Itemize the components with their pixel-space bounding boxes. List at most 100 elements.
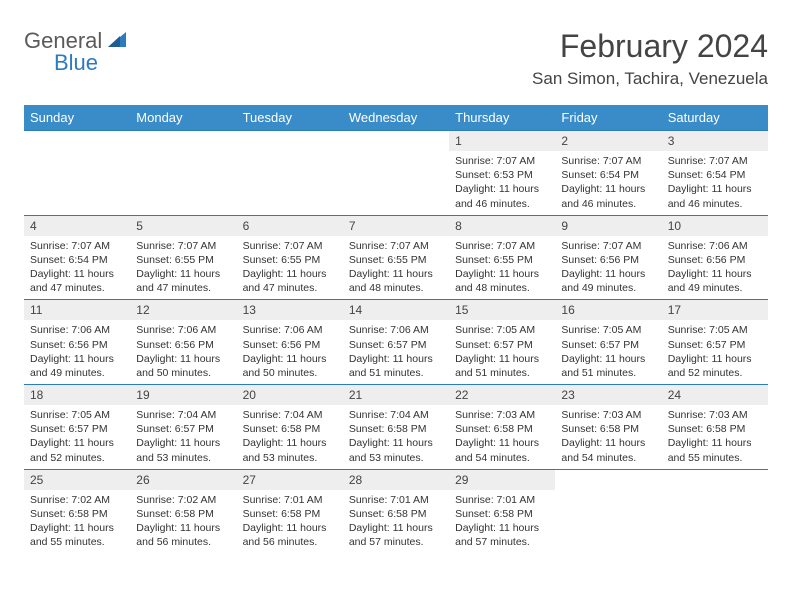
day-number: 2	[555, 131, 661, 151]
calendar-day-cell	[555, 469, 661, 553]
calendar-day-cell: 29Sunrise: 7:01 AMSunset: 6:58 PMDayligh…	[449, 469, 555, 553]
calendar-day-cell: 8Sunrise: 7:07 AMSunset: 6:55 PMDaylight…	[449, 215, 555, 300]
sail-icon	[108, 28, 130, 54]
day-details: Sunrise: 7:07 AMSunset: 6:56 PMDaylight:…	[555, 236, 661, 300]
calendar-table: SundayMondayTuesdayWednesdayThursdayFrid…	[24, 105, 768, 553]
day-details: Sunrise: 7:04 AMSunset: 6:58 PMDaylight:…	[237, 405, 343, 469]
day-details: Sunrise: 7:04 AMSunset: 6:57 PMDaylight:…	[130, 405, 236, 469]
day-number: 1	[449, 131, 555, 151]
calendar-day-cell: 23Sunrise: 7:03 AMSunset: 6:58 PMDayligh…	[555, 385, 661, 470]
calendar-day-cell: 5Sunrise: 7:07 AMSunset: 6:55 PMDaylight…	[130, 215, 236, 300]
day-details: Sunrise: 7:07 AMSunset: 6:54 PMDaylight:…	[662, 151, 768, 215]
calendar-day-cell: 22Sunrise: 7:03 AMSunset: 6:58 PMDayligh…	[449, 385, 555, 470]
weekday-header: Tuesday	[237, 105, 343, 131]
day-details: Sunrise: 7:03 AMSunset: 6:58 PMDaylight:…	[662, 405, 768, 469]
day-number: 27	[237, 470, 343, 490]
day-number: 17	[662, 300, 768, 320]
day-number: 19	[130, 385, 236, 405]
location-subtitle: San Simon, Tachira, Venezuela	[532, 69, 768, 89]
day-number: 24	[662, 385, 768, 405]
calendar-day-cell: 6Sunrise: 7:07 AMSunset: 6:55 PMDaylight…	[237, 215, 343, 300]
day-number: 14	[343, 300, 449, 320]
calendar-day-cell: 4Sunrise: 7:07 AMSunset: 6:54 PMDaylight…	[24, 215, 130, 300]
day-details: Sunrise: 7:04 AMSunset: 6:58 PMDaylight:…	[343, 405, 449, 469]
weekday-header-row: SundayMondayTuesdayWednesdayThursdayFrid…	[24, 105, 768, 131]
calendar-day-cell: 28Sunrise: 7:01 AMSunset: 6:58 PMDayligh…	[343, 469, 449, 553]
day-number: 4	[24, 216, 130, 236]
calendar-day-cell: 2Sunrise: 7:07 AMSunset: 6:54 PMDaylight…	[555, 131, 661, 216]
title-block: February 2024 San Simon, Tachira, Venezu…	[532, 28, 768, 89]
day-number: 25	[24, 470, 130, 490]
day-details: Sunrise: 7:07 AMSunset: 6:55 PMDaylight:…	[130, 236, 236, 300]
day-number: 15	[449, 300, 555, 320]
day-details: Sunrise: 7:06 AMSunset: 6:57 PMDaylight:…	[343, 320, 449, 384]
calendar-day-cell	[24, 131, 130, 216]
day-number: 9	[555, 216, 661, 236]
day-details: Sunrise: 7:06 AMSunset: 6:56 PMDaylight:…	[24, 320, 130, 384]
weekday-header: Wednesday	[343, 105, 449, 131]
calendar-day-cell	[237, 131, 343, 216]
day-details: Sunrise: 7:06 AMSunset: 6:56 PMDaylight:…	[237, 320, 343, 384]
day-details: Sunrise: 7:07 AMSunset: 6:54 PMDaylight:…	[24, 236, 130, 300]
day-details: Sunrise: 7:02 AMSunset: 6:58 PMDaylight:…	[130, 490, 236, 554]
day-details: Sunrise: 7:01 AMSunset: 6:58 PMDaylight:…	[237, 490, 343, 554]
calendar-day-cell: 18Sunrise: 7:05 AMSunset: 6:57 PMDayligh…	[24, 385, 130, 470]
weekday-header: Monday	[130, 105, 236, 131]
day-details: Sunrise: 7:07 AMSunset: 6:55 PMDaylight:…	[449, 236, 555, 300]
calendar-day-cell: 3Sunrise: 7:07 AMSunset: 6:54 PMDaylight…	[662, 131, 768, 216]
day-number: 13	[237, 300, 343, 320]
brand-logo-line2: Blue	[24, 50, 98, 76]
calendar-body: 1Sunrise: 7:07 AMSunset: 6:53 PMDaylight…	[24, 131, 768, 554]
calendar-day-cell	[343, 131, 449, 216]
day-details: Sunrise: 7:07 AMSunset: 6:55 PMDaylight:…	[237, 236, 343, 300]
day-details: Sunrise: 7:05 AMSunset: 6:57 PMDaylight:…	[24, 405, 130, 469]
calendar-day-cell	[130, 131, 236, 216]
calendar-day-cell: 25Sunrise: 7:02 AMSunset: 6:58 PMDayligh…	[24, 469, 130, 553]
weekday-header: Saturday	[662, 105, 768, 131]
calendar-day-cell	[662, 469, 768, 553]
day-number: 29	[449, 470, 555, 490]
calendar-day-cell: 27Sunrise: 7:01 AMSunset: 6:58 PMDayligh…	[237, 469, 343, 553]
calendar-day-cell: 17Sunrise: 7:05 AMSunset: 6:57 PMDayligh…	[662, 300, 768, 385]
day-number: 10	[662, 216, 768, 236]
calendar-day-cell: 10Sunrise: 7:06 AMSunset: 6:56 PMDayligh…	[662, 215, 768, 300]
calendar-day-cell: 11Sunrise: 7:06 AMSunset: 6:56 PMDayligh…	[24, 300, 130, 385]
weekday-header: Friday	[555, 105, 661, 131]
day-number: 16	[555, 300, 661, 320]
day-number: 12	[130, 300, 236, 320]
day-details: Sunrise: 7:07 AMSunset: 6:55 PMDaylight:…	[343, 236, 449, 300]
calendar-week-row: 25Sunrise: 7:02 AMSunset: 6:58 PMDayligh…	[24, 469, 768, 553]
calendar-day-cell: 16Sunrise: 7:05 AMSunset: 6:57 PMDayligh…	[555, 300, 661, 385]
calendar-day-cell: 19Sunrise: 7:04 AMSunset: 6:57 PMDayligh…	[130, 385, 236, 470]
calendar-day-cell: 21Sunrise: 7:04 AMSunset: 6:58 PMDayligh…	[343, 385, 449, 470]
calendar-day-cell: 20Sunrise: 7:04 AMSunset: 6:58 PMDayligh…	[237, 385, 343, 470]
day-details: Sunrise: 7:06 AMSunset: 6:56 PMDaylight:…	[662, 236, 768, 300]
day-details: Sunrise: 7:03 AMSunset: 6:58 PMDaylight:…	[555, 405, 661, 469]
calendar-day-cell: 12Sunrise: 7:06 AMSunset: 6:56 PMDayligh…	[130, 300, 236, 385]
brand-word-2: Blue	[54, 50, 98, 76]
day-number: 21	[343, 385, 449, 405]
day-details: Sunrise: 7:05 AMSunset: 6:57 PMDaylight:…	[449, 320, 555, 384]
calendar-day-cell: 9Sunrise: 7:07 AMSunset: 6:56 PMDaylight…	[555, 215, 661, 300]
day-number: 7	[343, 216, 449, 236]
calendar-day-cell: 15Sunrise: 7:05 AMSunset: 6:57 PMDayligh…	[449, 300, 555, 385]
day-number: 23	[555, 385, 661, 405]
calendar-day-cell: 13Sunrise: 7:06 AMSunset: 6:56 PMDayligh…	[237, 300, 343, 385]
calendar-day-cell: 1Sunrise: 7:07 AMSunset: 6:53 PMDaylight…	[449, 131, 555, 216]
day-details: Sunrise: 7:03 AMSunset: 6:58 PMDaylight:…	[449, 405, 555, 469]
weekday-header: Thursday	[449, 105, 555, 131]
calendar-week-row: 1Sunrise: 7:07 AMSunset: 6:53 PMDaylight…	[24, 131, 768, 216]
page-header: General February 2024 San Simon, Tachira…	[24, 28, 768, 89]
day-details: Sunrise: 7:01 AMSunset: 6:58 PMDaylight:…	[449, 490, 555, 554]
day-number: 22	[449, 385, 555, 405]
day-number: 5	[130, 216, 236, 236]
day-details: Sunrise: 7:02 AMSunset: 6:58 PMDaylight:…	[24, 490, 130, 554]
day-details: Sunrise: 7:05 AMSunset: 6:57 PMDaylight:…	[662, 320, 768, 384]
day-details: Sunrise: 7:01 AMSunset: 6:58 PMDaylight:…	[343, 490, 449, 554]
calendar-day-cell: 14Sunrise: 7:06 AMSunset: 6:57 PMDayligh…	[343, 300, 449, 385]
month-title: February 2024	[532, 28, 768, 65]
day-number: 6	[237, 216, 343, 236]
day-number: 11	[24, 300, 130, 320]
day-number: 18	[24, 385, 130, 405]
day-details: Sunrise: 7:05 AMSunset: 6:57 PMDaylight:…	[555, 320, 661, 384]
